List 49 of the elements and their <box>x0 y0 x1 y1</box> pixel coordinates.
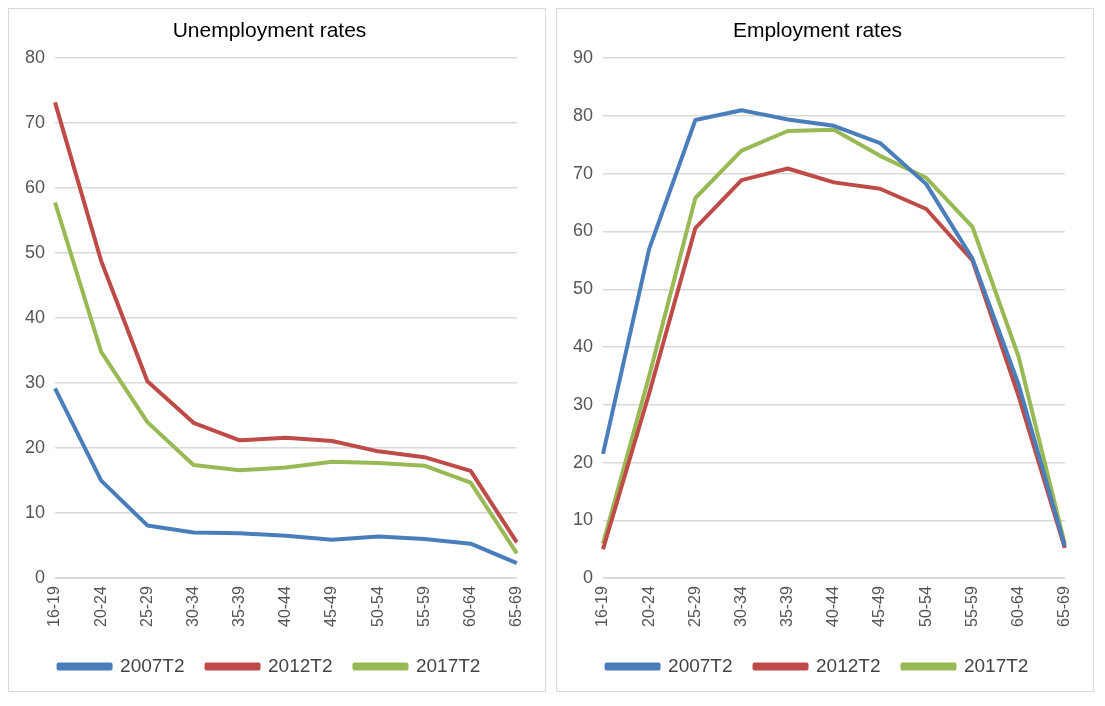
x-tick-label: 16-19 <box>45 585 63 627</box>
x-tick-label: 45-49 <box>870 585 888 627</box>
y-tick-label: 40 <box>24 307 46 328</box>
x-tick-label: 55-59 <box>962 585 980 627</box>
x-tick-label: 16-19 <box>593 585 611 627</box>
y-tick-label: 10 <box>572 509 594 530</box>
x-tick-label: 60-64 <box>1009 585 1027 627</box>
y-tick-label: 80 <box>24 47 46 68</box>
x-tick-label: 20-24 <box>639 585 657 627</box>
x-tick-label: 60-64 <box>461 585 479 627</box>
x-tick-label: 25-29 <box>137 585 155 627</box>
x-tick-label: 25-29 <box>685 585 703 627</box>
x-tick-label: 55-59 <box>414 585 432 627</box>
y-tick-label: 0 <box>35 567 46 588</box>
y-tick-label: 50 <box>24 242 46 263</box>
y-tick-label: 70 <box>24 112 46 133</box>
y-tick-label: 70 <box>572 162 594 183</box>
chart-title: Employment rates <box>732 18 903 42</box>
legend-label: 2017T2 <box>963 654 1029 676</box>
x-tick-label: 50-54 <box>368 585 386 627</box>
x-tick-label: 40-44 <box>276 585 294 627</box>
x-tick-label: 30-34 <box>731 585 749 627</box>
chart-title: Unemployment rates <box>172 18 367 42</box>
x-tick-label: 50-54 <box>916 585 934 627</box>
legend-label: 2012T2 <box>268 654 333 676</box>
x-tick-label: 65-69 <box>507 585 525 627</box>
y-tick-label: 60 <box>24 177 46 198</box>
y-tick-label: 30 <box>572 393 594 414</box>
y-tick-label: 90 <box>572 47 594 68</box>
legend-label: 2007T2 <box>668 654 733 676</box>
x-tick-label: 65-69 <box>1055 585 1073 627</box>
x-tick-label: 35-39 <box>778 585 796 627</box>
y-tick-label: 20 <box>572 451 594 472</box>
x-tick-label: 20-24 <box>91 585 109 627</box>
y-tick-label: 80 <box>572 104 594 125</box>
y-tick-label: 40 <box>572 335 594 356</box>
y-tick-label: 30 <box>24 372 46 393</box>
y-tick-label: 20 <box>24 437 46 458</box>
y-tick-label: 0 <box>583 567 594 588</box>
legend-label: 2007T2 <box>120 654 185 676</box>
x-tick-label: 30-34 <box>183 585 201 627</box>
y-tick-label: 10 <box>24 502 46 523</box>
y-tick-label: 60 <box>572 220 594 241</box>
x-tick-label: 45-49 <box>322 585 340 627</box>
legend-label: 2017T2 <box>415 654 481 676</box>
x-tick-label: 40-44 <box>824 585 842 627</box>
x-tick-label: 35-39 <box>230 585 248 627</box>
y-tick-label: 50 <box>572 278 594 299</box>
legend-label: 2012T2 <box>816 654 881 676</box>
